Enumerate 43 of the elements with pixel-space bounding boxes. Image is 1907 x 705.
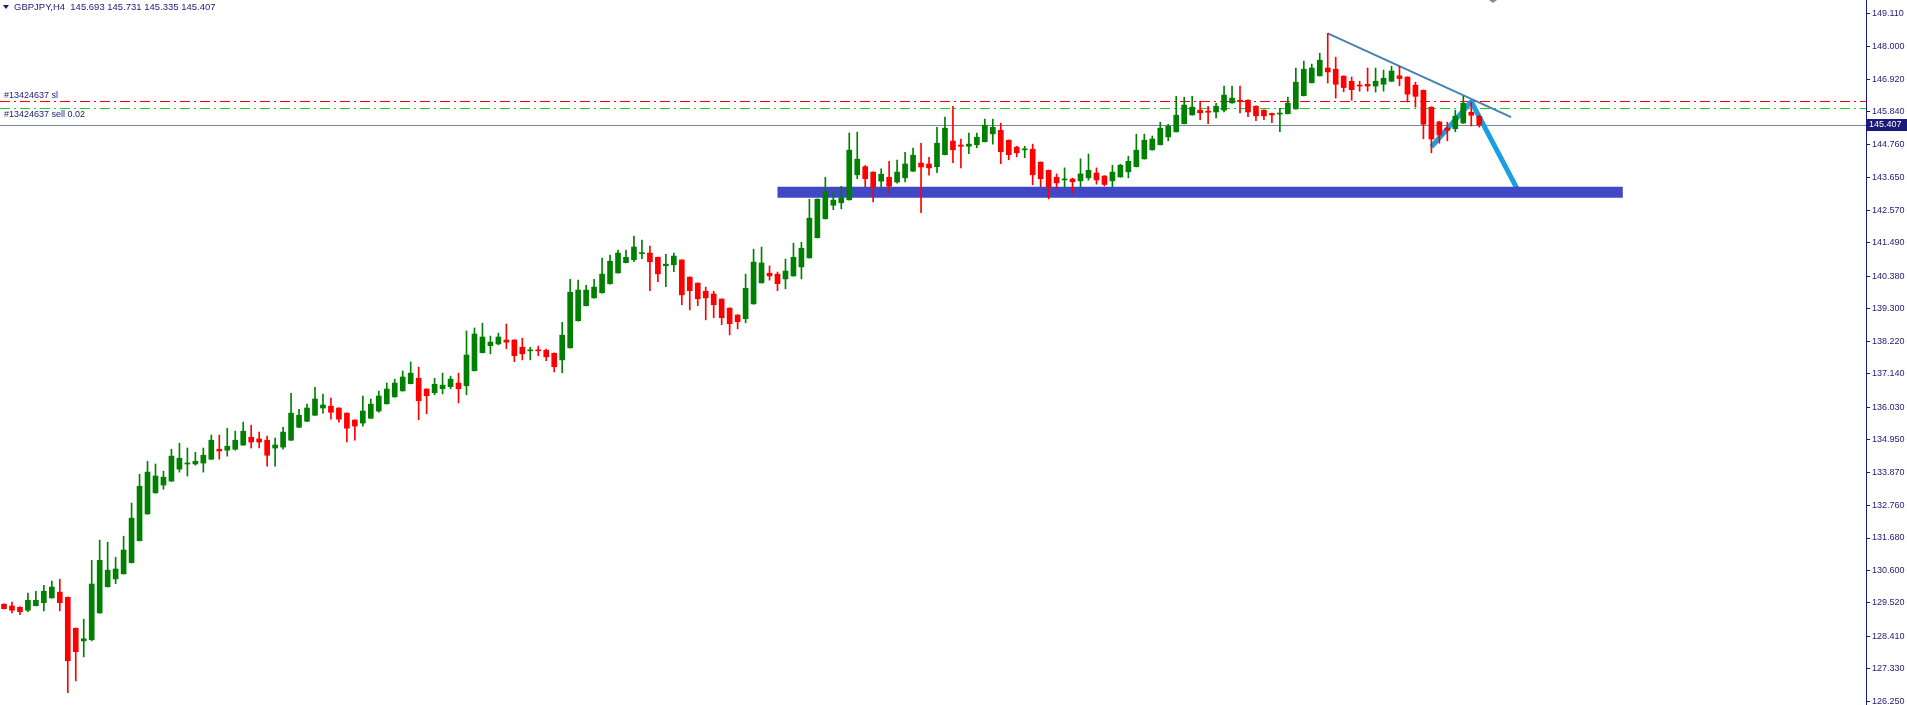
y-tick-label: 140.380 (1872, 270, 1905, 281)
y-tick-label: 145.840 (1872, 106, 1905, 117)
candlestick (224, 427, 231, 457)
y-tick-label: 141.490 (1872, 237, 1905, 248)
y-tick-label: 139.300 (1872, 303, 1905, 314)
y-tick-label: 126.250 (1872, 695, 1905, 705)
chart-title: GBPJPY,H4 145.693 145.731 145.335 145.407 (14, 1, 216, 13)
candlestick (248, 424, 255, 449)
ref-line-label: 145.407 (1869, 119, 1902, 130)
y-tick-label: 148.000 (1872, 41, 1905, 52)
candlestick (966, 132, 972, 155)
candlestick (1205, 105, 1211, 124)
y-tick-label: 143.650 (1872, 172, 1905, 183)
y-tick-label: 142.570 (1872, 204, 1905, 215)
candlestick (950, 105, 956, 164)
candlestick (1468, 101, 1475, 127)
y-tick-label: 136.030 (1872, 401, 1905, 412)
candlestick (926, 157, 932, 176)
y-tick-label: 137.140 (1872, 368, 1905, 379)
y-tick-label: 130.600 (1872, 564, 1905, 575)
candlestick (918, 142, 924, 214)
candlestick (702, 286, 709, 321)
candlestick (1324, 33, 1331, 84)
ref-line-label: #13424637 sell 0.02 (4, 109, 86, 120)
y-tick-label: 129.520 (1872, 597, 1905, 608)
y-tick-label: 131.680 (1872, 532, 1905, 543)
ref-line-label: #13424637 sl (4, 90, 59, 101)
y-tick-label: 146.920 (1872, 73, 1905, 84)
candlestick (1269, 112, 1275, 124)
y-tick-label: 127.330 (1872, 663, 1905, 674)
y-tick-label: 128.410 (1872, 630, 1905, 641)
y-tick-label: 132.760 (1872, 499, 1905, 510)
y-tick-label: 149.110 (1872, 8, 1904, 19)
candlestick (647, 245, 653, 291)
candlestick (639, 239, 645, 260)
candlestick (80, 618, 87, 658)
candlestick (352, 419, 358, 441)
y-tick-label: 144.760 (1872, 138, 1905, 149)
y-tick-label: 134.950 (1872, 434, 1905, 445)
y-tick-label: 138.220 (1872, 335, 1905, 346)
candlestick (958, 138, 964, 169)
candlestick (663, 253, 669, 288)
y-tick-label: 133.870 (1872, 466, 1905, 477)
